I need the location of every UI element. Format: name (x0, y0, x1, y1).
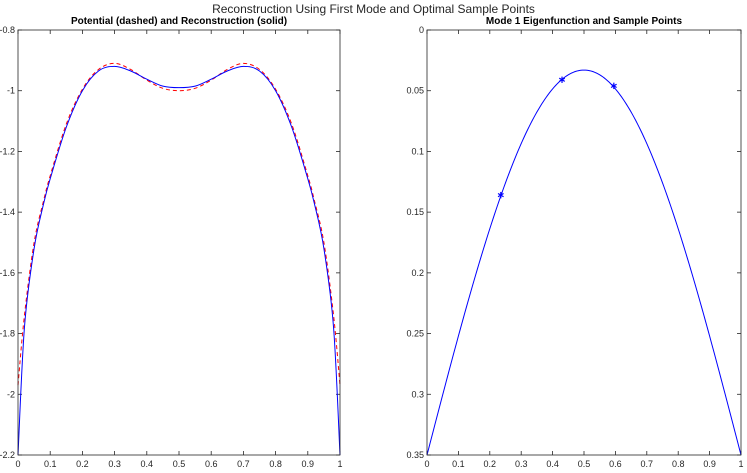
right-axes-box (426, 29, 742, 456)
right-xtick-label: 0 (424, 459, 429, 469)
left-xtick-label: 0.2 (76, 459, 89, 469)
right-ytick-label: 0.35 (406, 450, 424, 460)
left-xtick-label: 0.8 (269, 459, 282, 469)
left-xtick-label: 0.9 (302, 459, 315, 469)
right-ytick-label: 0.25 (406, 329, 424, 339)
left-series-dashed-line (17, 62, 341, 386)
right-xtick-label: 0.1 (452, 459, 465, 469)
left-xtick-label: 0.7 (237, 459, 250, 469)
right-sample-point-marker (610, 82, 617, 90)
right-xtick-label: 1 (738, 459, 743, 469)
right-xtick-label: 0.8 (672, 459, 685, 469)
right-ytick-label: 0.1 (411, 146, 424, 156)
right-ytick-label: 0.3 (411, 389, 424, 399)
left-ytick-label: -2.2 (0, 450, 15, 460)
left-axes-box (17, 29, 341, 456)
right-xtick-label: 0.4 (546, 459, 559, 469)
left-ytick-label: -1.8 (0, 329, 15, 339)
left-xtick-label: 1 (337, 459, 342, 469)
left-xtick-label: 0 (15, 459, 20, 469)
right-plot-title: Mode 1 Eigenfunction and Sample Points (486, 16, 683, 27)
left-ytick-label: -1.6 (0, 268, 15, 278)
right-ytick-label: 0.2 (411, 268, 424, 278)
left-xtick-label: 0.5 (173, 459, 186, 469)
left-ytick-label: -2 (7, 389, 15, 399)
right-eigenfunction-line (426, 69, 742, 456)
left-plot-title: Potential (dashed) and Reconstruction (s… (71, 16, 287, 27)
right-xtick-label: 0.7 (641, 459, 654, 469)
right-ytick-label: 0.05 (406, 86, 424, 96)
right-xtick-label: 0.5 (578, 459, 591, 469)
left-ytick-label: -0.8 (0, 25, 15, 35)
right-xtick-label: 0.3 (515, 459, 528, 469)
left-ytick-label: -1.4 (0, 207, 15, 217)
right-sample-point-marker (497, 191, 504, 199)
left-ytick-label: -1 (7, 86, 15, 96)
right-xtick-label: 0.6 (609, 459, 622, 469)
right-sample-point-marker (558, 76, 566, 83)
left-xtick-label: 0.4 (141, 459, 154, 469)
left-ytick-label: -1.2 (0, 146, 15, 156)
right-ytick-label: 0 (419, 25, 424, 35)
left-series-solid-line (17, 65, 341, 456)
left-plot: Potential (dashed) and Reconstruction (s… (0, 16, 343, 469)
right-xtick-label: 0.9 (703, 459, 716, 469)
left-xtick-label: 0.6 (205, 459, 218, 469)
right-ytick-label: 0.15 (406, 207, 424, 217)
left-xtick-label: 0.3 (108, 459, 121, 469)
left-xtick-label: 0.1 (44, 459, 57, 469)
figure-suptitle: Reconstruction Using First Mode and Opti… (212, 2, 535, 16)
right-xtick-label: 0.2 (484, 459, 497, 469)
